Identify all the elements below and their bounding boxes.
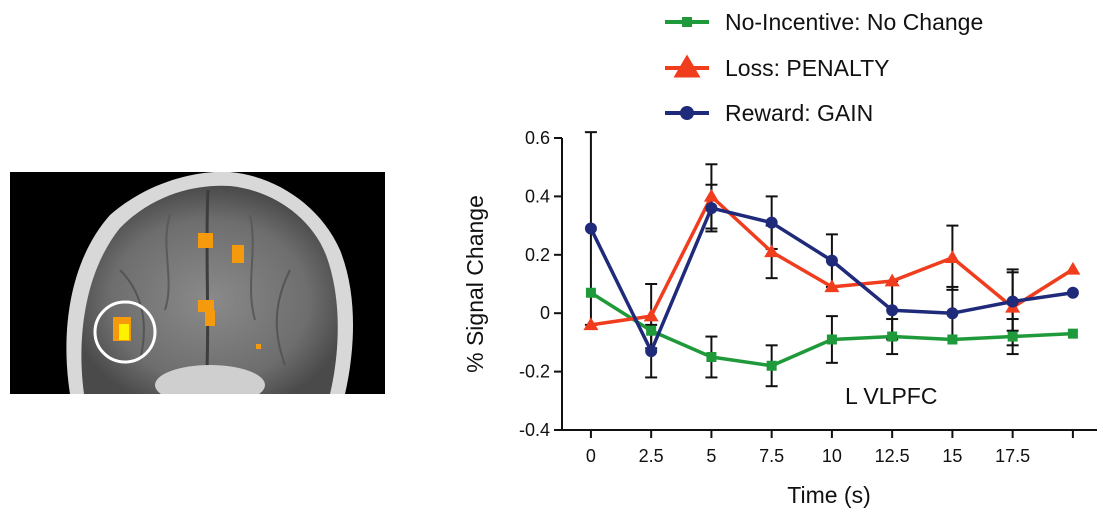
legend: No-Incentive: No Change Loss: PENALTY Rewa… [665,9,983,126]
x-tick-label: 7.5 [759,446,784,466]
activation-blob [256,344,261,349]
legend-label: Loss: PENALTY [725,55,889,81]
data-point-triangle [583,317,599,331]
data-point-circle [946,307,959,320]
x-tick-label: 5 [706,446,716,466]
legend-label: Reward: GAIN [725,100,873,126]
brain-sulcus [275,269,291,366]
y-axis-title: % Signal Change [462,195,488,373]
y-tick-label: 0 [540,303,550,323]
legend-label: No-Incentive: No Change [725,9,983,35]
x-tick-label: 10 [822,446,842,466]
data-point-square [766,360,777,371]
data-point-square [826,334,837,345]
data-point-square [682,17,692,27]
brain-tissue [81,185,338,394]
data-point-square [1067,328,1078,339]
data-point-circle [680,106,694,120]
vlpfc-highlight-circle [93,300,157,364]
x-tick-label: 2.5 [639,446,664,466]
data-point-circle [1006,295,1019,308]
y-tick-label: -0.2 [519,362,550,382]
x-tick-label: 15 [942,446,962,466]
y-tick-label: 0.4 [525,186,550,206]
series-markers [583,188,1081,371]
data-point-square [887,331,898,342]
data-point-circle [825,254,838,267]
x-axis-title: Time (s) [787,482,870,508]
x-ticks: 0 2.5 5 7.5 10 12.5 15 17.5 [586,430,1074,466]
activation-peak [119,324,129,340]
data-point-circle [705,202,718,215]
data-point-triangle [824,279,840,293]
data-point-circle [886,304,899,317]
activation-blob [205,310,215,326]
roi-annotation: L VLPFC [845,383,937,409]
brain-ventricle [155,365,265,394]
data-point-circle [1066,286,1079,299]
y-ticks: 0.6 0.4 0.2 0 -0.2 -0.4 [519,128,562,440]
data-point-triangle [884,273,900,287]
data-point-square [947,334,958,345]
brain-slice-image [10,172,385,394]
data-point-triangle [944,250,960,263]
x-tick-label: 17.5 [995,446,1030,466]
data-point-square [646,325,657,336]
data-point-circle [765,216,778,229]
data-point-circle [584,222,597,235]
data-point-triangle [673,54,701,78]
data-point-triangle [764,244,780,258]
data-point-triangle [643,308,659,322]
data-point-triangle [703,188,719,202]
data-point-triangle [1065,261,1081,275]
data-point-square [585,287,596,298]
data-point-circle [645,345,658,358]
brain-midline [204,189,210,394]
y-tick-label: 0.2 [525,245,550,265]
activation-blob [232,245,244,263]
data-point-square [706,352,717,362]
data-point-square [1007,331,1018,342]
x-tick-label: 0 [586,446,596,466]
activation-blob [198,300,214,312]
brain-sulcus [249,214,256,321]
brain-sulcus [164,214,171,311]
y-tick-label: -0.4 [519,420,550,440]
activation-blob [198,233,213,248]
y-tick-label: 0.6 [525,128,550,148]
x-tick-label: 12.5 [875,446,910,466]
